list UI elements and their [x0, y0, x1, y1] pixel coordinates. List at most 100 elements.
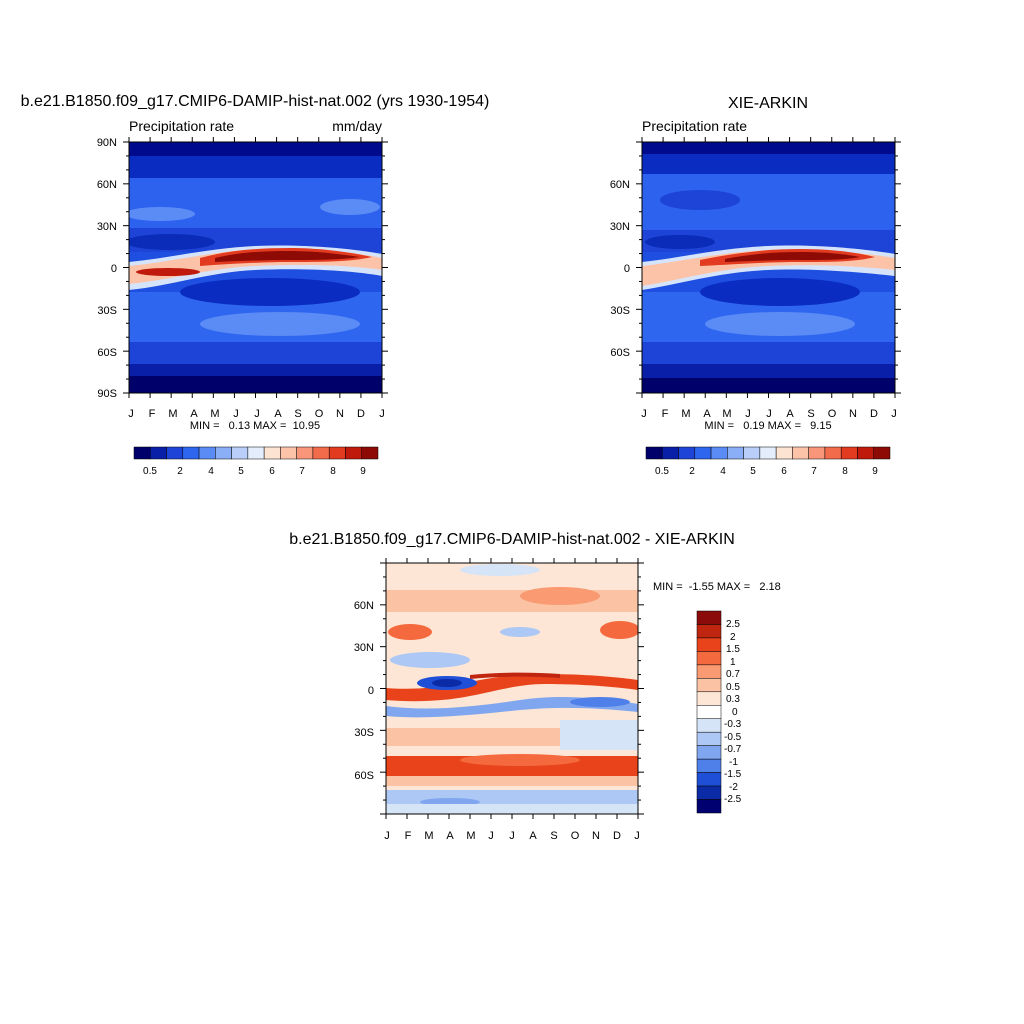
x-axis: J F M A M J J A S O N D J — [128, 408, 385, 420]
x-tick-label: O — [828, 408, 837, 420]
colorbar-swatch — [312, 446, 330, 460]
panel-difference: b.e21.B1850.f09_g17.CMIP6-DAMIP-hist-nat… — [289, 531, 781, 842]
colorbar-swatch — [696, 705, 722, 719]
x-tick-label: M — [210, 408, 219, 420]
x-tick-label: J — [233, 408, 239, 420]
colorbar-swatch — [696, 678, 722, 693]
x-tick-label: A — [274, 408, 282, 420]
colorbar-swatch — [857, 446, 874, 460]
colorbar-swatch — [645, 446, 663, 460]
colorbar-swatch — [150, 446, 167, 460]
y-tick-label: 30S — [97, 305, 117, 317]
colorbar-label: 1 — [730, 657, 736, 668]
panel-observation-climatology: XIE-ARKIN Precipitation rate J F M — [610, 95, 897, 477]
x-tick-label: O — [315, 408, 324, 420]
colorbar-swatch — [678, 446, 696, 460]
y-tick-label: 60S — [97, 347, 117, 359]
x-tick-label: J — [641, 408, 647, 420]
y-tick-label: 90S — [97, 388, 117, 400]
colorbar-label: 0.5 — [143, 466, 157, 477]
x-tick-label: J — [379, 408, 385, 420]
y-tick-label: 60N — [97, 179, 117, 191]
colorbar-swatch — [696, 718, 722, 733]
x-tick-label: F — [662, 408, 669, 420]
x-tick-label: J — [384, 830, 390, 842]
colorbar-label: 1.5 — [726, 644, 740, 655]
colorbar-label: 2 — [689, 466, 695, 477]
colorbar-boxes — [696, 610, 722, 814]
colorbar-swatch — [215, 446, 232, 460]
panel-title: b.e21.B1850.f09_g17.CMIP6-DAMIP-hist-nat… — [21, 93, 490, 110]
colorbar-label: 0.5 — [655, 466, 669, 477]
x-tick-label: M — [681, 408, 690, 420]
colorbar-label: 6 — [269, 466, 275, 477]
colorbar-swatch — [133, 446, 151, 460]
y-tick-label: 60N — [354, 600, 374, 612]
colorbar: 0.5 2 4 5 6 7 8 9 — [645, 446, 891, 477]
heatmap-field — [642, 142, 895, 393]
colorbar-boxes — [133, 446, 379, 460]
colorbar-swatch — [263, 446, 281, 460]
colorbar-swatch — [198, 446, 216, 460]
colorbar-swatch — [727, 446, 744, 460]
panel-model-climatology: b.e21.B1850.f09_g17.CMIP6-DAMIP-hist-nat… — [21, 93, 490, 477]
colorbar-swatch — [696, 610, 722, 625]
colorbar-swatch — [662, 446, 679, 460]
colorbar-swatch — [696, 651, 722, 666]
colorbar-label: 0.5 — [726, 682, 740, 693]
min-max-stats: MIN = 0.13 MAX = 10.95 — [190, 420, 320, 432]
x-tick-label: A — [190, 408, 198, 420]
panel-title: b.e21.B1850.f09_g17.CMIP6-DAMIP-hist-nat… — [289, 531, 735, 548]
x-axis: J F M A M J J A S O N D J — [384, 830, 640, 842]
y-tick-label: 90N — [97, 137, 117, 149]
x-tick-label: N — [849, 408, 857, 420]
x-tick-label: N — [336, 408, 344, 420]
colorbar-swatch — [296, 446, 314, 460]
y-tick-label: 60N — [610, 179, 630, 191]
colorbar-label: 0.7 — [726, 669, 740, 680]
x-tick-label: J — [128, 408, 134, 420]
colorbar-label: 9 — [360, 466, 366, 477]
x-tick-label: M — [424, 830, 433, 842]
x-tick-label: M — [466, 830, 475, 842]
x-tick-label: F — [149, 408, 156, 420]
colorbar-label: 8 — [842, 466, 848, 477]
colorbar-swatch — [696, 745, 722, 760]
colorbar-label: 8 — [330, 466, 336, 477]
x-tick-label: J — [745, 408, 751, 420]
colorbar-label: 4 — [720, 466, 726, 477]
y-tick-label: 0 — [111, 263, 117, 275]
x-tick-label: M — [168, 408, 177, 420]
colorbar-swatch — [775, 446, 793, 460]
colorbar-swatch — [280, 446, 297, 460]
colorbar-label: -0.3 — [724, 719, 742, 730]
colorbar-swatch — [696, 624, 722, 639]
x-tick-label: F — [405, 830, 412, 842]
x-tick-label: M — [722, 408, 731, 420]
x-tick-label: J — [634, 830, 640, 842]
x-tick-label: J — [766, 408, 772, 420]
x-tick-label: J — [254, 408, 260, 420]
colorbar-label: 5 — [238, 466, 244, 477]
axis-tick-marks — [123, 137, 901, 819]
colorbar-swatch — [759, 446, 777, 460]
y-tick-label: 0 — [368, 685, 374, 697]
heatmap-field — [129, 142, 382, 393]
y-axis: 60N 30N 0 30S 60S — [354, 600, 374, 782]
colorbar-swatch — [743, 446, 761, 460]
x-tick-label: S — [807, 408, 814, 420]
colorbar-swatch — [873, 446, 891, 460]
y-tick-label: 30N — [610, 221, 630, 233]
x-tick-label: A — [786, 408, 794, 420]
colorbar-swatch — [361, 446, 379, 460]
colorbar-label: 9 — [872, 466, 878, 477]
x-tick-label: D — [613, 830, 621, 842]
colorbar-label: -2.5 — [724, 794, 742, 805]
colorbar-swatch — [694, 446, 712, 460]
colorbar: 0.5 2 4 5 6 7 8 9 — [133, 446, 379, 477]
x-tick-label: S — [550, 830, 557, 842]
colorbar-label: 0.3 — [726, 694, 740, 705]
colorbar-swatch — [696, 664, 722, 679]
y-tick-label: 30S — [354, 727, 374, 739]
colorbar: 2.5 2 1.5 1 0.7 0.5 0.3 0 -0.3 -0.5 -0.7… — [696, 610, 742, 814]
